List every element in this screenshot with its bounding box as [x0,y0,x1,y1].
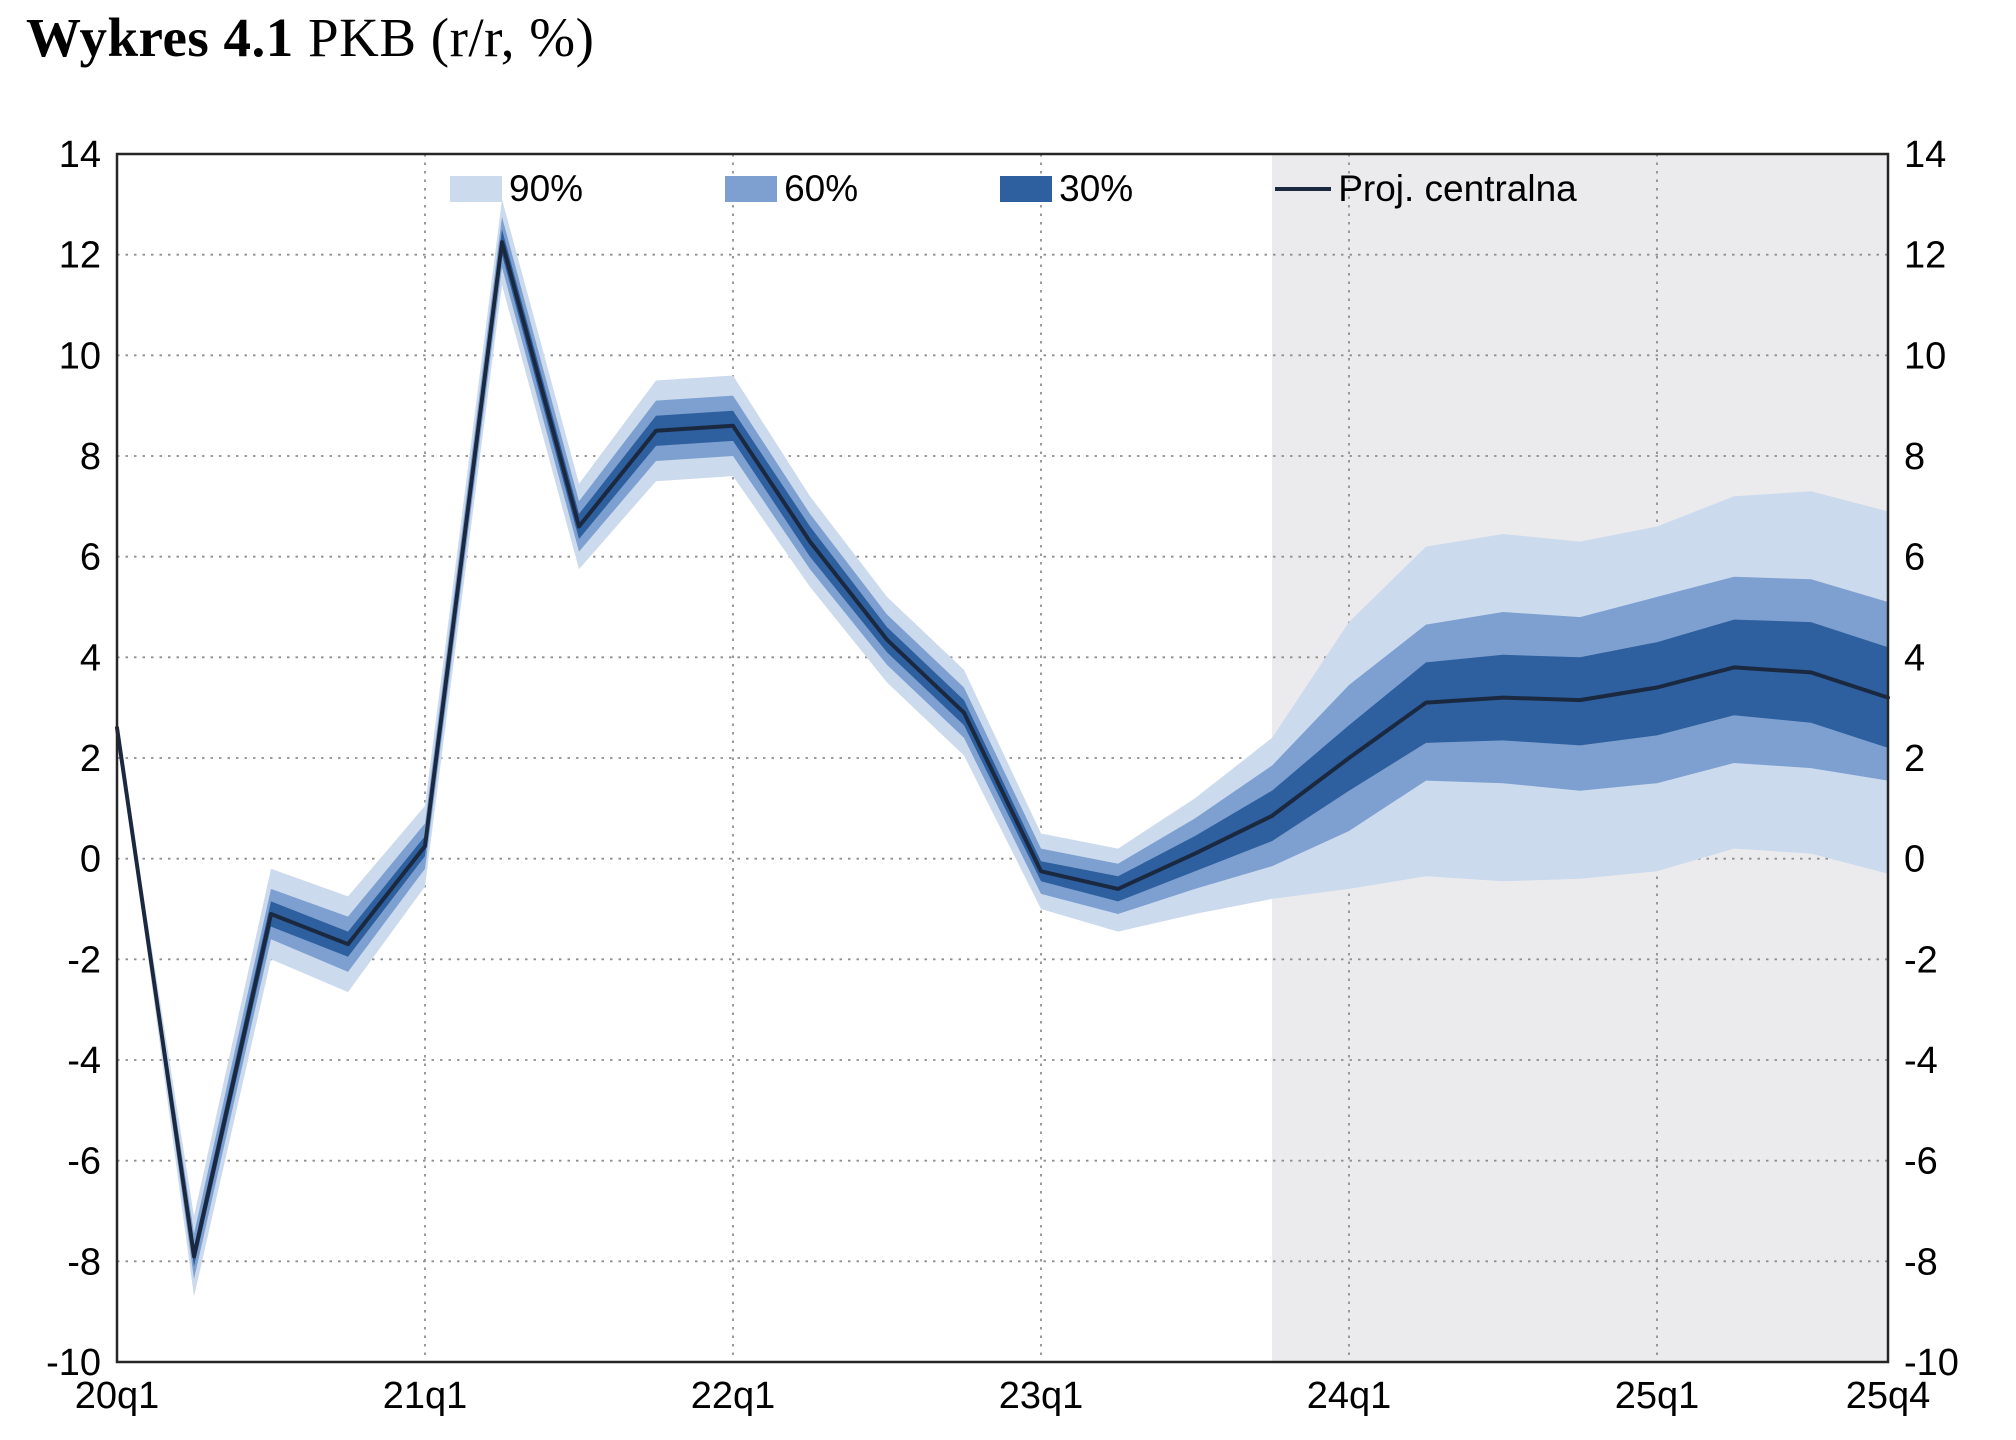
y-tick-label-left: 4 [80,637,101,679]
legend-label-central: Proj. centralna [1338,168,1577,209]
y-tick-label-left: -10 [46,1342,101,1384]
y-tick-label-right: 10 [1904,335,1946,377]
y-tick-label-left: 12 [59,235,101,277]
y-tick-label-left: -2 [67,939,101,981]
y-tick-label-right: 0 [1904,839,1925,881]
x-tick-label: 24q1 [1307,1375,1392,1417]
legend-swatch-band-60 [725,175,778,202]
legend-label-band-60: 60% [784,168,859,209]
y-tick-label-left: 14 [59,134,101,176]
y-tick-label-right: 8 [1904,436,1925,478]
legend-item-band-60: 60% [725,170,858,207]
x-tick-label: 25q4 [1846,1375,1931,1417]
legend-swatch-band-90 [450,175,502,202]
y-tick-label-right: -4 [1904,1040,1938,1082]
legend-swatch-band-30 [1000,175,1053,202]
y-tick-label-right: -10 [1904,1342,1959,1384]
y-tick-label-left: 10 [59,335,101,377]
y-tick-label-right: -8 [1904,1241,1938,1283]
y-tick-label-right: 12 [1904,235,1946,277]
legend-label-band-90: 90% [509,168,584,209]
chart-title-number: Wykres 4.1 [26,7,294,68]
y-tick-label-right: -6 [1904,1141,1938,1183]
x-tick-label: 23q1 [999,1375,1084,1417]
y-tick-label-right: 2 [1904,738,1925,780]
legend-label-band-30: 30% [1059,168,1134,209]
chart-title: Wykres 4.1 PKB (r/r, %) [26,6,594,69]
x-tick-label: 22q1 [691,1375,776,1417]
y-tick-label-left: -6 [67,1141,101,1183]
x-tick-label: 20q1 [75,1375,160,1417]
legend-item-band-30: 30% [1000,170,1133,207]
y-tick-label-right: 14 [1904,134,1946,176]
y-tick-label-left: -8 [67,1241,101,1283]
y-tick-label-left: 6 [80,537,101,579]
legend-item-central: Proj. centralna [1275,170,1577,207]
y-tick-label-left: 0 [80,839,101,881]
chart-title-text: PKB (r/r, %) [293,7,595,68]
confidence-band-60 [117,216,1888,1279]
central-projection-line [115,240,1890,1259]
x-tick-label: 25q1 [1615,1375,1700,1417]
y-tick-label-left: 2 [80,738,101,780]
y-tick-label-left: -4 [67,1040,101,1082]
chart-legend: 90% 60% 30% Proj. centralna [450,170,1577,207]
y-tick-label-right: 6 [1904,537,1925,579]
y-tick-label-right: 4 [1904,637,1925,679]
y-tick-label-right: -2 [1904,939,1938,981]
y-tick-label-left: 8 [80,436,101,478]
plot-border [115,152,1890,1364]
x-tick-label: 21q1 [383,1375,468,1417]
legend-line-sample-icon [1275,186,1332,191]
legend-item-band-90: 90% [450,170,583,207]
